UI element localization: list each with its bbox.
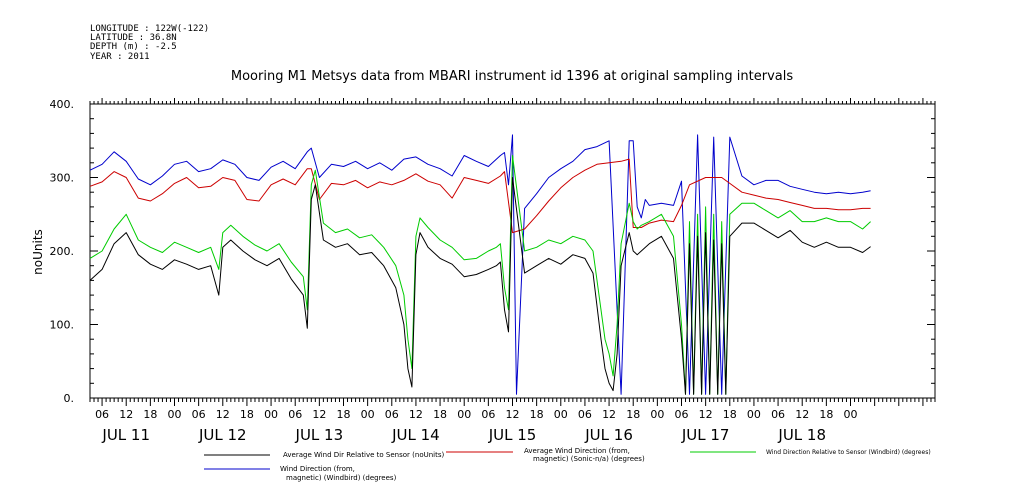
x-tick-label: 00 [747,408,761,421]
y-tick-label: 100. [50,319,75,332]
legend-label-avg-wind-dir-line1: Average Wind Direction (from, [524,447,630,455]
x-day-label: JUL 12 [198,426,247,444]
x-tick-label: 12 [795,408,809,421]
x-tick-label: 00 [264,408,278,421]
legend-label-wind-dir-windbird-line2: magnetic) (Windbird) (degrees) [286,474,397,482]
x-tick-label: 12 [119,408,133,421]
x-tick-label: 00 [457,408,471,421]
series-line-2 [89,155,871,395]
chart-title: Mooring M1 Metsys data from MBARI instru… [231,69,793,84]
x-tick-label: 06 [771,408,785,421]
y-tick-label: 200. [50,245,75,258]
x-tick-label: 18 [143,408,157,421]
x-tick-label: 00 [554,408,568,421]
y-tick-label: 400. [50,98,75,111]
x-tick-label: 18 [819,408,833,421]
x-tick-label: 06 [95,408,109,421]
x-tick-label: 06 [481,408,495,421]
meta-depth: DEPTH (m) : -2.5 [90,42,177,52]
x-day-label: JUL 11 [101,426,150,444]
x-tick-label: 06 [192,408,206,421]
meta-latitude: LATITUDE : 36.8N [90,33,177,43]
x-tick-label: 18 [626,408,640,421]
x-tick-label: 00 [650,408,664,421]
x-tick-label: 06 [675,408,689,421]
x-tick-label: 06 [578,408,592,421]
x-tick-label: 00 [844,408,858,421]
x-tick-label: 12 [409,408,423,421]
legend-label-wind-dir-rel-sensor: Wind Direction Relative to Sensor (Windb… [766,449,931,456]
legend-label-wind-dir-windbird-line1: Wind Direction (from, [280,465,355,473]
metadata-block: LONGITUDE : 122W(-122) LATITUDE : 36.8N … [90,24,209,62]
plot-area [89,134,871,395]
series-line-3 [89,177,871,395]
series-line-1 [89,158,871,234]
x-day-label: JUL 15 [488,426,537,444]
y-axis: 0. 100. 200. 300. 400. [50,98,935,405]
x-tick-label: 18 [723,408,737,421]
x-tick-label: 12 [602,408,616,421]
legend: Average Wind Dir Relative to Sensor (noU… [204,447,931,482]
x-tick-label: 18 [337,408,351,421]
x-day-label: JUL 14 [391,426,440,444]
x-day-label: JUL 13 [295,426,344,444]
x-tick-label: 06 [288,408,302,421]
y-tick-label: 300. [50,172,75,185]
x-tick-label: 06 [385,408,399,421]
x-tick-label: 18 [433,408,447,421]
legend-label-wind-dir-windbird: Wind Direction (from, magnetic) (Windbir… [280,465,397,482]
x-day-label: JUL 18 [777,426,826,444]
x-tick-label: 18 [530,408,544,421]
x-tick-label: 18 [240,408,254,421]
y-axis-label: noUnits [31,229,45,275]
x-tick-label: 12 [699,408,713,421]
y-tick-label: 0. [64,392,75,405]
x-day-label: JUL 16 [584,426,633,444]
x-axis: 06 12 18 00 06 12 18 00 06 12 18 00 06 12 18 00 06 12 18 00… [89,98,936,444]
legend-label-avg-wind-dir-line2: magnetic) (Sonic-n/a) (degrees) [533,455,645,463]
x-tick-label: 00 [168,408,182,421]
series-line-0 [89,134,871,395]
meta-longitude: LONGITUDE : 122W(-122) [90,24,209,34]
x-tick-label: 12 [216,408,230,421]
meta-year: YEAR : 2011 [90,52,150,62]
x-tick-label: 12 [506,408,520,421]
x-tick-label: 00 [361,408,375,421]
legend-label-avg-wind-dir: Average Wind Direction (from, magnetic) … [524,447,645,463]
x-day-label: JUL 17 [681,426,730,444]
legend-label-avg-dir-rel-sensor: Average Wind Dir Relative to Sensor (noU… [283,451,444,459]
x-tick-label: 12 [312,408,326,421]
